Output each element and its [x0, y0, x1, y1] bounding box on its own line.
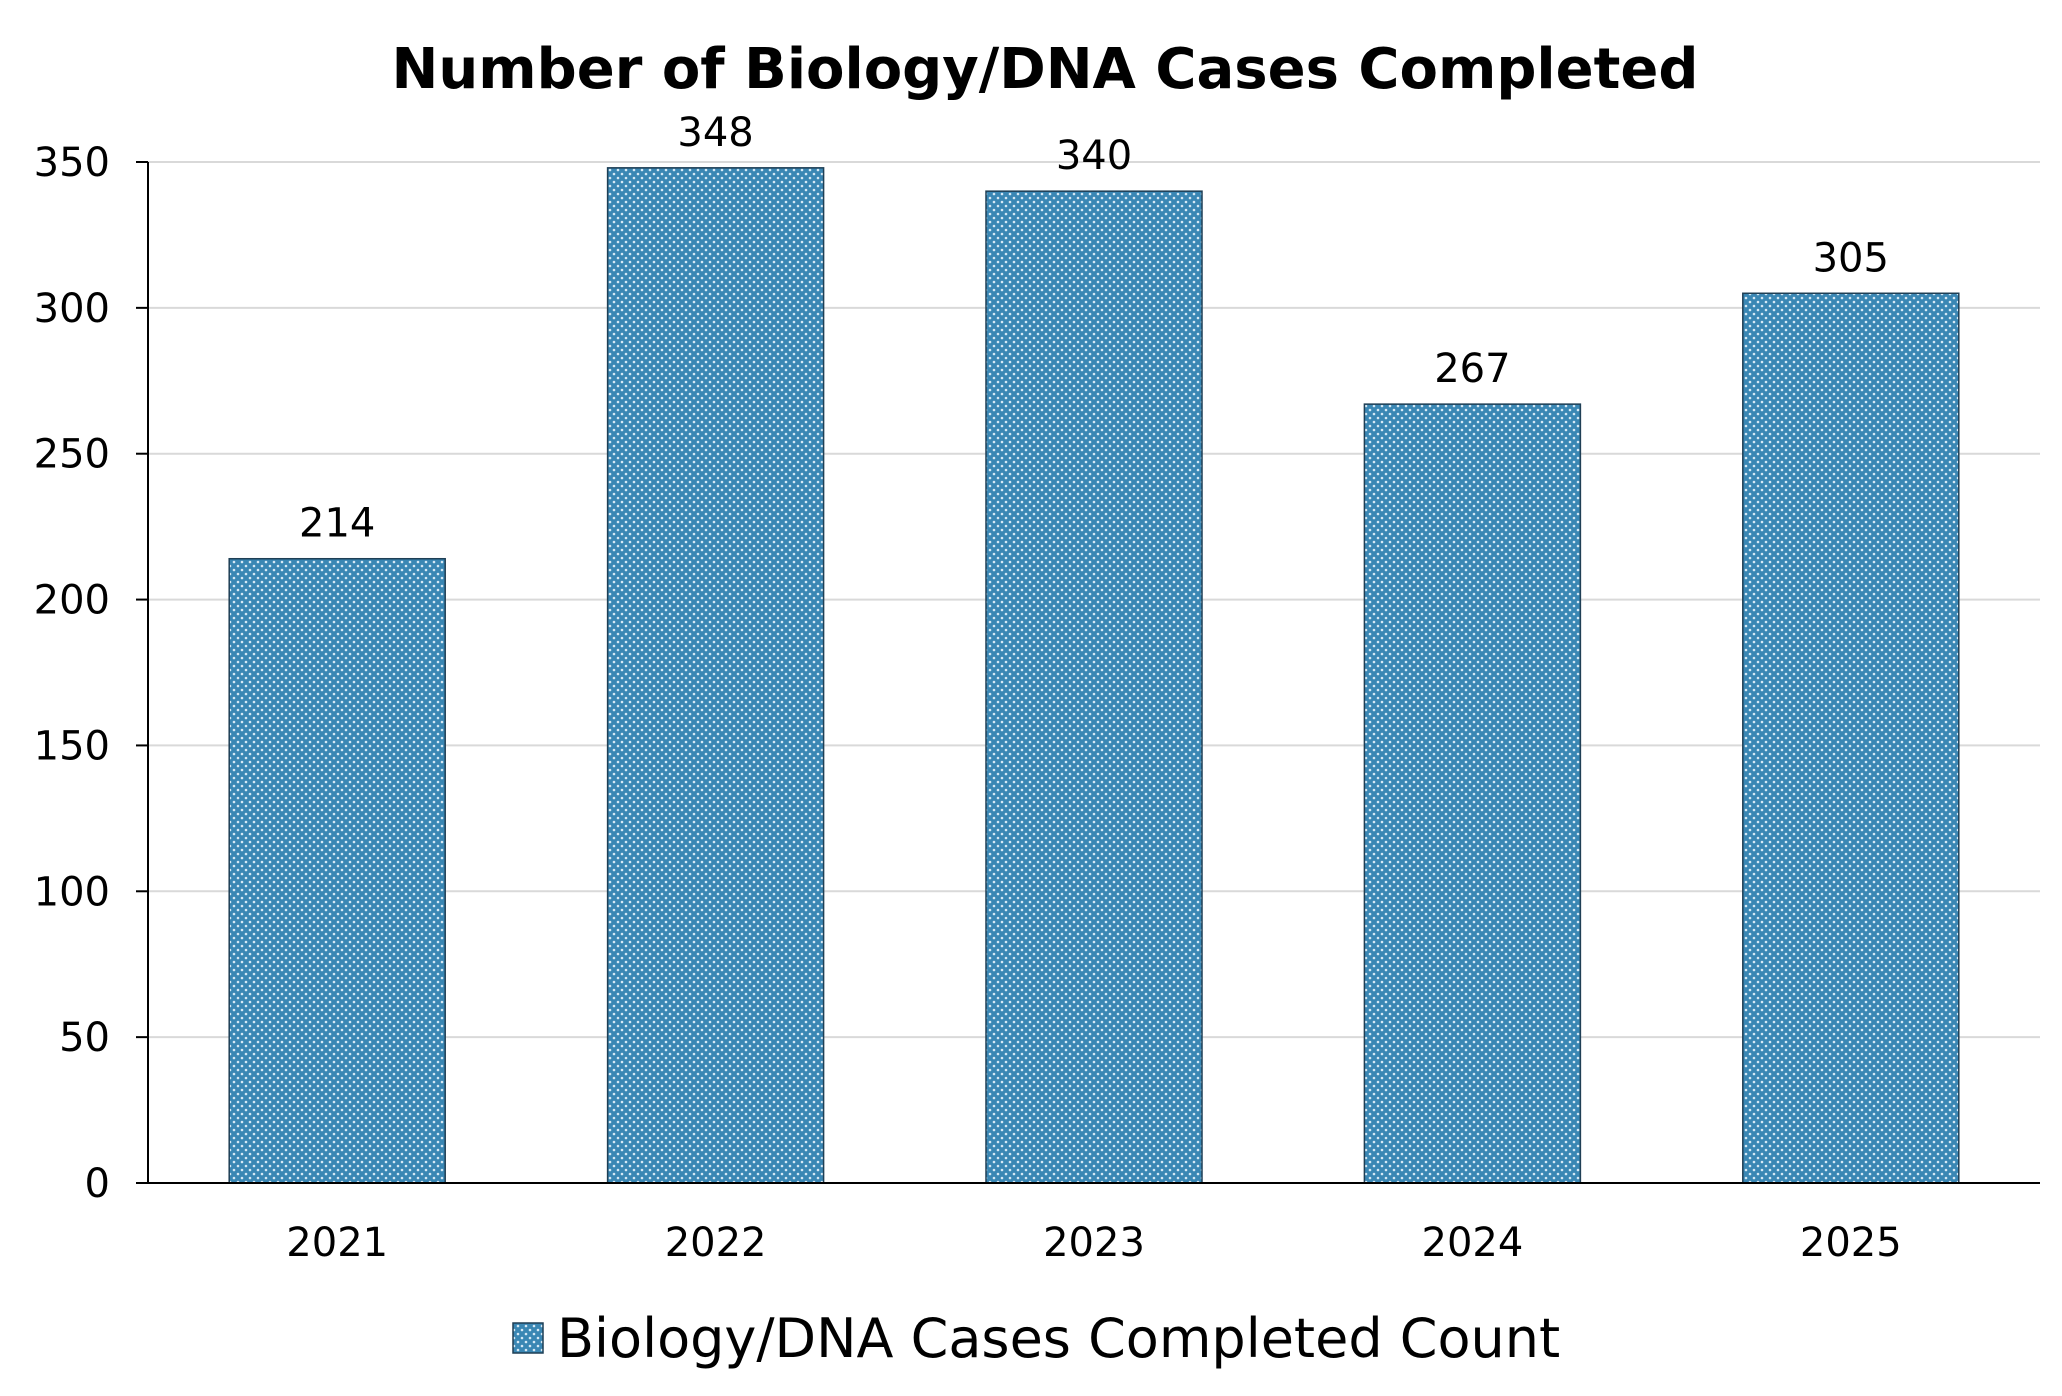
y-tick-label: 250 [34, 432, 110, 478]
y-tick-label: 150 [34, 723, 110, 769]
y-tick-label: 200 [34, 578, 110, 624]
legend-swatch [512, 1322, 544, 1354]
axes [147, 162, 2040, 1184]
x-tick-label-2021: 2021 [286, 1220, 388, 1266]
data-label-2023: 340 [1056, 133, 1132, 179]
y-axis-ticks: 0 50 100 150 200 250 300 350 [34, 140, 148, 1207]
x-axis-ticks: 2021 2022 2023 2024 2025 [286, 1220, 1901, 1266]
bar-2025 [1742, 292, 1960, 1184]
bar-2021 [228, 557, 446, 1184]
y-tick-label: 50 [59, 1015, 110, 1061]
y-tick-label: 0 [85, 1161, 110, 1207]
bar-2022 [606, 167, 825, 1184]
data-label-2024: 267 [1434, 346, 1510, 392]
data-label-2022: 348 [677, 110, 753, 156]
y-tick-label: 350 [34, 140, 110, 186]
bar-2024 [1363, 403, 1582, 1184]
y-tick-label: 100 [34, 869, 110, 915]
legend: Biology/DNA Cases Completed Count [512, 1307, 1560, 1370]
bar-2023 [985, 190, 1203, 1184]
data-labels: 214 348 340 267 305 [299, 110, 1889, 547]
data-label-2025: 305 [1813, 235, 1889, 281]
bars [228, 167, 1960, 1184]
data-label-2021: 214 [299, 501, 375, 547]
x-tick-label-2025: 2025 [1800, 1220, 1902, 1266]
x-tick-label-2022: 2022 [665, 1220, 767, 1266]
x-tick-label-2023: 2023 [1043, 1220, 1145, 1266]
chart-title: Number of Biology/DNA Cases Completed [392, 37, 1699, 102]
y-tick-label: 300 [34, 286, 110, 332]
x-tick-label-2024: 2024 [1422, 1220, 1524, 1266]
legend-label: Biology/DNA Cases Completed Count [557, 1307, 1560, 1370]
